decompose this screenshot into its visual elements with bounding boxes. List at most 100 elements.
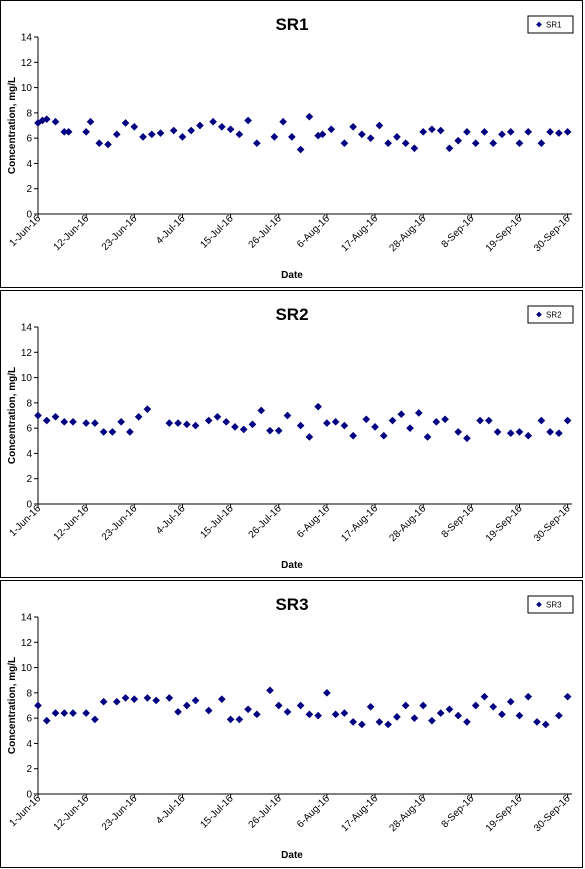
x-tick-label: 15-Jul-16 [198,503,236,541]
data-point-sr1 [454,136,463,145]
data-point-sr1 [226,125,235,134]
data-point-sr1 [471,139,480,148]
x-tick-label: 23-Jun-16 [100,793,140,833]
data-point-sr1 [270,133,279,141]
y-tick-label: 14 [21,613,33,624]
chart-title: SR3 [275,595,308,614]
chart-svg-sr3: SR3 0 2 4 6 8 10 12 14 1-Jun-16 12-Jun-16 23-Jun-16… [7,595,574,861]
legend-label: SR1 [546,21,562,30]
data-point-sr2 [563,416,572,425]
y-tick-label: 6 [26,714,32,725]
data-point-sr1 [480,128,489,136]
data-point-sr3 [82,709,90,717]
data-point-sr3 [340,709,349,717]
data-point-sr3 [524,692,533,701]
data-point-sr1 [401,139,410,148]
data-point-sr3 [99,697,108,706]
data-point-sr1 [445,144,454,153]
legend-box [527,305,574,324]
data-point-sr3 [471,701,480,710]
x-axis-label: Date [281,560,303,571]
x-tick-label: 30-Sep-16 [532,793,573,834]
x-tick-label: 26-Jul-16 [247,213,285,251]
data-point-sr3 [489,702,498,711]
data-point-sr2 [126,428,134,436]
data-point-sr3 [445,705,454,714]
y-tick-label: 10 [21,83,33,94]
data-point-sr1 [563,128,572,136]
y-tick-label: 2 [26,764,32,775]
data-point-sr2 [213,412,222,421]
data-point-sr3 [480,692,489,701]
data-point-sr3 [463,718,471,726]
y-tick-label: 0 [26,500,32,511]
data-point-sr3 [42,716,51,725]
y-tick-label: 0 [26,790,32,801]
data-point-sr2 [296,421,305,430]
data-point-sr2 [537,416,546,425]
legend-marker-icon [536,601,542,608]
data-point-sr3 [165,694,174,702]
data-point-sr1 [463,128,471,136]
data-point-sr3 [436,709,445,717]
chart-panel-sr2: SR2 0 2 4 6 8 10 12 14 1-Jun-16 12-Jun-16 23-Jun-16… [0,290,583,578]
data-point-sr1 [196,121,204,130]
legend-marker-icon [536,311,542,318]
data-point-sr1 [253,139,261,148]
data-point-sr3 [226,715,235,724]
data-point-sr3 [375,718,384,726]
data-point-sr2 [441,415,449,424]
data-point-sr2 [362,415,371,424]
x-tick-label: 26-Jul-16 [247,503,285,541]
data-point-sr2 [183,420,191,429]
data-point-sr1 [235,130,244,139]
y-tick-label: 8 [26,688,32,699]
data-point-sr2 [204,416,213,425]
data-point-sr1 [419,128,427,136]
data-point-sr3 [112,697,121,706]
data-point-sr1 [64,128,73,136]
data-point-sr3 [130,695,139,703]
data-point-sr1 [279,117,287,126]
data-point-sr2 [515,428,524,436]
data-point-sr2 [546,428,554,436]
data-point-sr2 [314,402,322,411]
data-point-sr3 [183,701,191,710]
x-tick-label: 6-Aug-16 [295,503,332,540]
data-point-sr1 [340,139,349,148]
legend-marker-icon [536,21,542,28]
data-point-sr1 [42,115,51,123]
x-tick-label: 12-Jun-16 [52,213,92,253]
data-point-sr3 [555,711,563,720]
data-point-sr2 [165,419,174,427]
x-tick-label: 28-Aug-16 [387,503,428,544]
data-point-sr1 [506,128,515,136]
data-point-sr3 [506,697,515,706]
data-point-sr2 [191,421,200,430]
data-point-sr3 [533,718,541,726]
data-point-sr1 [489,139,498,148]
x-tick-label: 17-Aug-16 [339,503,380,544]
data-point-sr3 [563,692,572,701]
data-point-sr3 [191,696,200,705]
y-tick-label: 8 [26,108,32,119]
data-point-sr3 [266,686,274,695]
x-tick-label: 28-Aug-16 [387,793,428,834]
y-tick-label: 0 [26,210,32,221]
data-point-sr3 [428,716,436,725]
x-tick-label: 19-Sep-16 [484,213,525,254]
data-point-sr1 [349,122,357,131]
data-point-sr3 [34,701,42,710]
legend: SR2 [527,305,574,324]
y-axis-label: Concentration, mg/L [7,367,18,464]
legend: SR3 [527,595,574,614]
data-point-sr3 [384,720,392,729]
y-axis-label: Concentration, mg/L [7,657,18,754]
data-point-sr1 [95,139,104,148]
data-point-sr1 [169,126,178,135]
legend-box [527,15,574,34]
x-tick-label: 30-Sep-16 [532,213,573,254]
data-point-sr3 [498,710,506,719]
data-point-sr1 [384,139,392,148]
data-point-sr3 [323,689,331,697]
